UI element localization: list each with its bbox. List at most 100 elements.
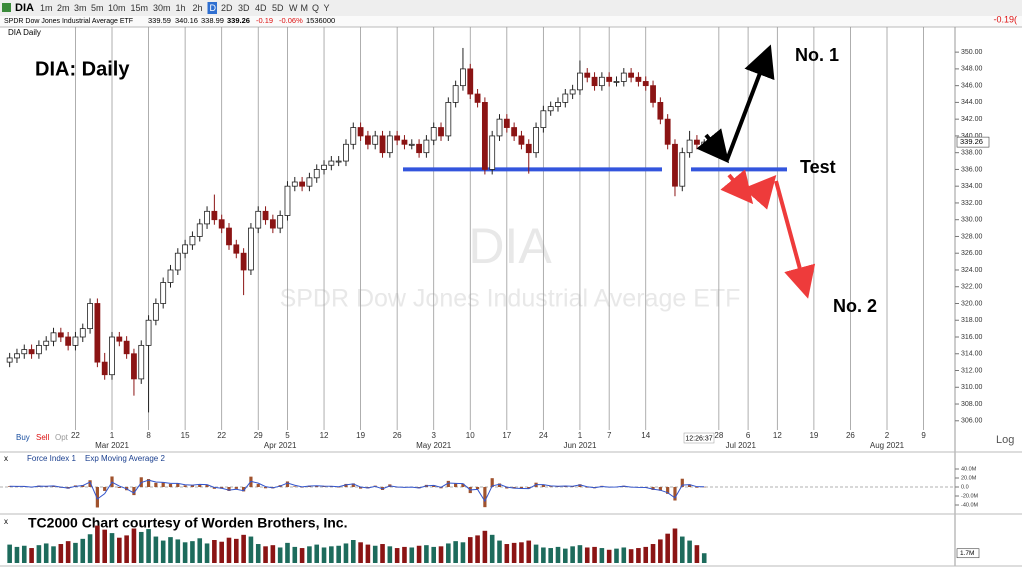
force-panel: 40.0M 20.0M 0.0 -20.0M -40.0M [0,466,979,508]
candle-body [343,143,349,162]
candle-body [211,210,218,221]
force-bar [227,487,231,491]
timeframe-button[interactable]: 3m [74,3,87,13]
candle-body [299,181,306,187]
candle-body [577,72,583,91]
x-tick-label: 29 [254,431,263,440]
force-bar [432,485,436,487]
volume-bar [109,533,115,563]
sell-button[interactable]: Sell [36,433,50,442]
volume-bar [372,545,378,563]
buy-button[interactable]: Buy [16,433,30,442]
arrow [720,169,754,205]
scale-label[interactable]: Log [996,434,1014,446]
candle-body [591,76,598,87]
close-x[interactable]: x [4,454,8,463]
timeframe-button[interactable]: 10m [108,3,126,13]
timeframe-button[interactable]: 2h [193,3,203,13]
force-bar [117,487,121,488]
force-bar [132,487,136,496]
force-bar [190,485,195,487]
timeframe-button[interactable]: 1h [176,3,186,13]
y-tick-label: 326.00 [961,250,983,257]
candle-body [145,319,152,346]
volume-bar [248,536,254,563]
candle-body [386,135,393,154]
month-label: Aug 2021 [870,441,905,450]
timeframe-button[interactable]: 2m [57,3,70,13]
timeframe-button[interactable]: 5D [272,3,284,13]
force-bar [344,483,348,487]
timeframe-button[interactable]: M [301,3,309,13]
y-tick-label: 316.00 [961,334,983,341]
candle-body [328,160,335,166]
candle-body [94,303,101,363]
force-bar [505,487,509,489]
timeframe-button[interactable]: 1m [40,3,53,13]
volume-bar [701,553,707,563]
timeframe-button[interactable]: 3D [238,3,250,13]
close-x[interactable]: x [4,517,8,526]
candle-body [628,72,635,78]
x-tick-label: 19 [356,431,365,440]
volume-bar [592,546,597,563]
force-bar [161,482,165,487]
volume-bar [307,546,312,563]
volume-bar [292,546,298,563]
candle-body [408,143,415,146]
x-tick-label: 12 [773,431,782,440]
x-tick-label: 19 [809,431,818,440]
indicator-label[interactable]: Force Index 1 [27,454,76,463]
volume-bar [343,543,349,563]
volume-bar [36,545,42,563]
indicator-label[interactable]: Exp Moving Average 2 [85,454,165,463]
volume-bar [628,549,634,563]
volume-bar [650,544,656,563]
timeframe-button[interactable]: W [289,3,298,13]
timeframe-button[interactable]: Y [324,3,330,13]
force-bar [176,483,180,487]
main-panel: DIA SPDR Dow Jones Industrial Average ETF… [6,27,990,450]
last-price-box [956,136,990,148]
candle-body [196,223,203,237]
volume-bar [117,537,122,563]
volume-last-box [956,548,980,559]
candle-body [204,210,210,225]
ema-line [9,479,705,503]
volume-bar [563,548,568,563]
candle-body [525,143,532,154]
timeframe-button[interactable]: 5m [91,3,104,13]
timeframe-button[interactable]: D [210,3,217,13]
quote-low: 338.99 [201,16,224,25]
timeframe-button[interactable]: 30m [153,3,171,13]
force-bar [658,487,662,491]
symbol[interactable]: DIA [15,2,34,14]
volume-bar [241,534,246,563]
volume-bar [138,531,144,563]
quote-change-pct: -0.06% [279,16,303,25]
volume-bar [519,542,524,563]
month-label: Jul 2021 [726,441,757,450]
volume-bar [489,534,495,563]
x-tick-label: 1 [110,431,115,440]
x-tick-label: 5 [285,431,290,440]
y-tick-label: 320.00 [961,300,983,307]
opt-button[interactable]: Opt [55,433,69,442]
timeframe-button[interactable]: 2D [221,3,233,13]
volume-bar [87,534,93,563]
candle-body [240,252,247,271]
timeframe-button[interactable]: 15m [131,3,149,13]
timeframe-button[interactable]: 4D [255,3,267,13]
x-tick-label: 28 [714,431,723,440]
timeframe-button[interactable]: Q [312,3,319,13]
volume-last-label: 1.7M [960,550,974,557]
volume-bar [460,542,466,563]
force-bar [242,487,246,492]
y-tick-label: 40.0M [961,466,977,472]
candle-body [540,110,547,128]
volume-bar [665,533,670,563]
candle-body [226,227,232,246]
volume-bar [146,529,151,563]
candle-body [306,177,313,187]
force-bar [168,483,173,487]
